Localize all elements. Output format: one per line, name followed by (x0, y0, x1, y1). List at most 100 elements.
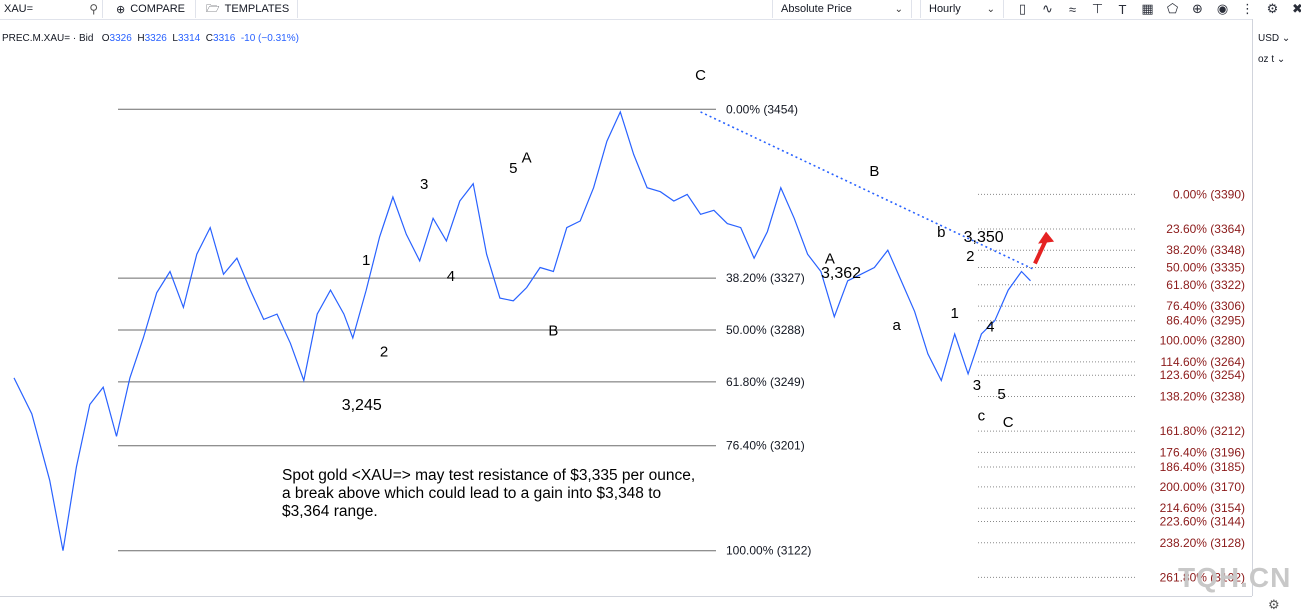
fib-right-label: 161.80% (3212) (1160, 424, 1245, 438)
fib-right-label: 138.20% (3238) (1160, 389, 1245, 403)
waves-icon[interactable]: ≈ (1068, 1, 1077, 17)
analysis-note: Spot gold <XAU=> may test resistance of … (282, 467, 696, 520)
upside-arrow-shaft (1033, 238, 1048, 265)
zoom-icon[interactable]: ⊕ (1192, 1, 1203, 16)
fib-left-label: 100.00% (3122) (726, 544, 811, 558)
wave-label: a (893, 317, 902, 334)
upside-arrow-head (1038, 231, 1055, 244)
chevron-down-icon: ⌄ (894, 3, 903, 15)
legend-high-label: H (137, 33, 145, 44)
legend-close: 3316 (213, 33, 236, 44)
wave-label: 3 (420, 176, 428, 193)
wave-label: B (548, 322, 558, 339)
horizontal-line-icon[interactable]: ⊤ (1091, 1, 1104, 16)
currency-selector[interactable]: USD ⌄ (1258, 33, 1291, 44)
time-axis[interactable] (0, 596, 1252, 616)
wave-label: A (522, 149, 532, 166)
price-note: 3,245 (342, 397, 382, 414)
wave-label: A (825, 251, 835, 268)
wave-label: 3 (973, 377, 981, 394)
legend-change: -10 (−0.31%) (240, 33, 299, 44)
wave-label: b (937, 224, 945, 241)
top-toolbar: XAU= ⚲ ⊕ COMPARE 🗁 TEMPLATES Absolute Pr… (0, 0, 1301, 20)
wave-label: C (1003, 414, 1014, 431)
fib-left-label: 50.00% (3288) (726, 323, 805, 337)
price-mode-dropdown[interactable]: Absolute Price ⌄ (772, 0, 912, 18)
templates-label: TEMPLATES (224, 3, 290, 15)
pin-icon[interactable]: ⋮ (1241, 1, 1254, 16)
logo-icon: ✖ (1292, 1, 1301, 16)
legend-low: 3314 (177, 33, 201, 44)
wave-label: c (978, 407, 986, 424)
fib-right-label: 214.60% (3154) (1160, 501, 1245, 515)
shapes-icon[interactable]: ▦ (1141, 1, 1154, 16)
resistance-trendline (700, 111, 1034, 270)
fib-right-label: 23.60% (3364) (1166, 222, 1245, 236)
wave-label: 4 (986, 318, 994, 335)
fib-right-label: 261.80% (3102) (1160, 570, 1245, 584)
wave-label: 4 (447, 268, 455, 285)
legend-open: 3326 (109, 33, 132, 44)
unit-value: oz t (1258, 54, 1275, 65)
legend-low-label: L (172, 33, 178, 44)
legend-close-label: C (205, 33, 214, 44)
legend-high: 3326 (144, 33, 167, 44)
fib-right-label: 223.60% (3144) (1160, 514, 1245, 528)
fib-right-label: 38.20% (3348) (1166, 243, 1245, 257)
fib-right-label: 86.40% (3295) (1166, 314, 1245, 328)
fib-right-label: 0.00% (3390) (1173, 187, 1245, 201)
fib-left-label: 38.20% (3327) (726, 271, 805, 285)
settings-icon[interactable]: ⚙ (1266, 1, 1279, 16)
ohlc-legend: PREC.M.XAU= · Bid O3326 H3326 L3314 C331… (2, 33, 299, 44)
wave-label: C (695, 67, 706, 84)
wave-label: 1 (362, 252, 370, 269)
legend-symbol: PREC.M.XAU= · Bid (2, 33, 94, 44)
price-series-line (13, 110, 1031, 551)
symbol-input[interactable]: XAU= (4, 3, 34, 15)
wave-label: 5 (509, 160, 517, 177)
symbol-search[interactable]: XAU= ⚲ (0, 0, 103, 18)
interval-dropdown[interactable]: Hourly ⌄ (920, 0, 1004, 18)
price-note: 3,362 (821, 265, 861, 282)
drawing-tools: ▯ ∿ ≈ ⊤ T ▦ ⬠ ⊕ ◉ ⋮ ⚙ ✖ (1010, 0, 1301, 18)
price-note: 3,350 (964, 229, 1004, 246)
fib-right-label: 200.00% (3170) (1160, 480, 1245, 494)
wave-label: 5 (997, 386, 1005, 403)
compare-label: COMPARE (130, 3, 186, 15)
wave-label: 1 (951, 305, 959, 322)
wave-label: 2 (380, 344, 388, 361)
fib-left-label: 61.80% (3249) (726, 375, 805, 389)
currency-value: USD (1258, 33, 1280, 44)
unit-selector[interactable]: oz t ⌄ (1258, 54, 1286, 65)
fib-left-label: 76.40% (3201) (726, 439, 805, 453)
fib-right-label: 186.40% (3185) (1160, 460, 1245, 474)
fib-right-label: 100.00% (3280) (1160, 334, 1245, 348)
polygon-icon[interactable]: ⬠ (1166, 1, 1179, 16)
fib-right-label: 50.00% (3335) (1166, 261, 1245, 275)
templates-button[interactable]: 🗁 TEMPLATES (198, 0, 298, 18)
line-chart-icon[interactable]: ∿ (1042, 1, 1053, 16)
candles-icon[interactable]: ▯ (1018, 1, 1027, 16)
fib-right-label: 123.60% (3254) (1160, 368, 1245, 382)
text-tool-icon[interactable]: T (1118, 1, 1127, 17)
watermark: TQH.CN (1178, 562, 1292, 593)
wave-label: 2 (966, 248, 974, 265)
folder-icon: 🗁 (206, 2, 220, 15)
fib-right-label: 114.60% (3264) (1160, 355, 1245, 369)
chevron-down-icon: ⌄ (986, 3, 995, 15)
search-icon[interactable]: ⚲ (89, 2, 98, 16)
compare-button[interactable]: ⊕ COMPARE (108, 0, 196, 18)
fib-right-label: 61.80% (3322) (1166, 278, 1245, 292)
price-axis[interactable] (1252, 19, 1301, 596)
fib-left-label: 0.00% (3454) (726, 102, 798, 116)
legend-open-label: O (101, 33, 110, 44)
price-mode-value: Absolute Price (781, 3, 852, 15)
wave-label: B (869, 163, 879, 180)
fib-right-label: 238.20% (3128) (1160, 536, 1245, 550)
plus-circle-icon: ⊕ (116, 3, 126, 16)
fib-right-label: 76.40% (3306) (1166, 299, 1245, 313)
fib-right-label: 176.40% (3196) (1160, 445, 1245, 459)
eye-icon[interactable]: ◉ (1216, 1, 1229, 16)
axis-settings-icon[interactable]: ⚙ (1268, 597, 1280, 612)
